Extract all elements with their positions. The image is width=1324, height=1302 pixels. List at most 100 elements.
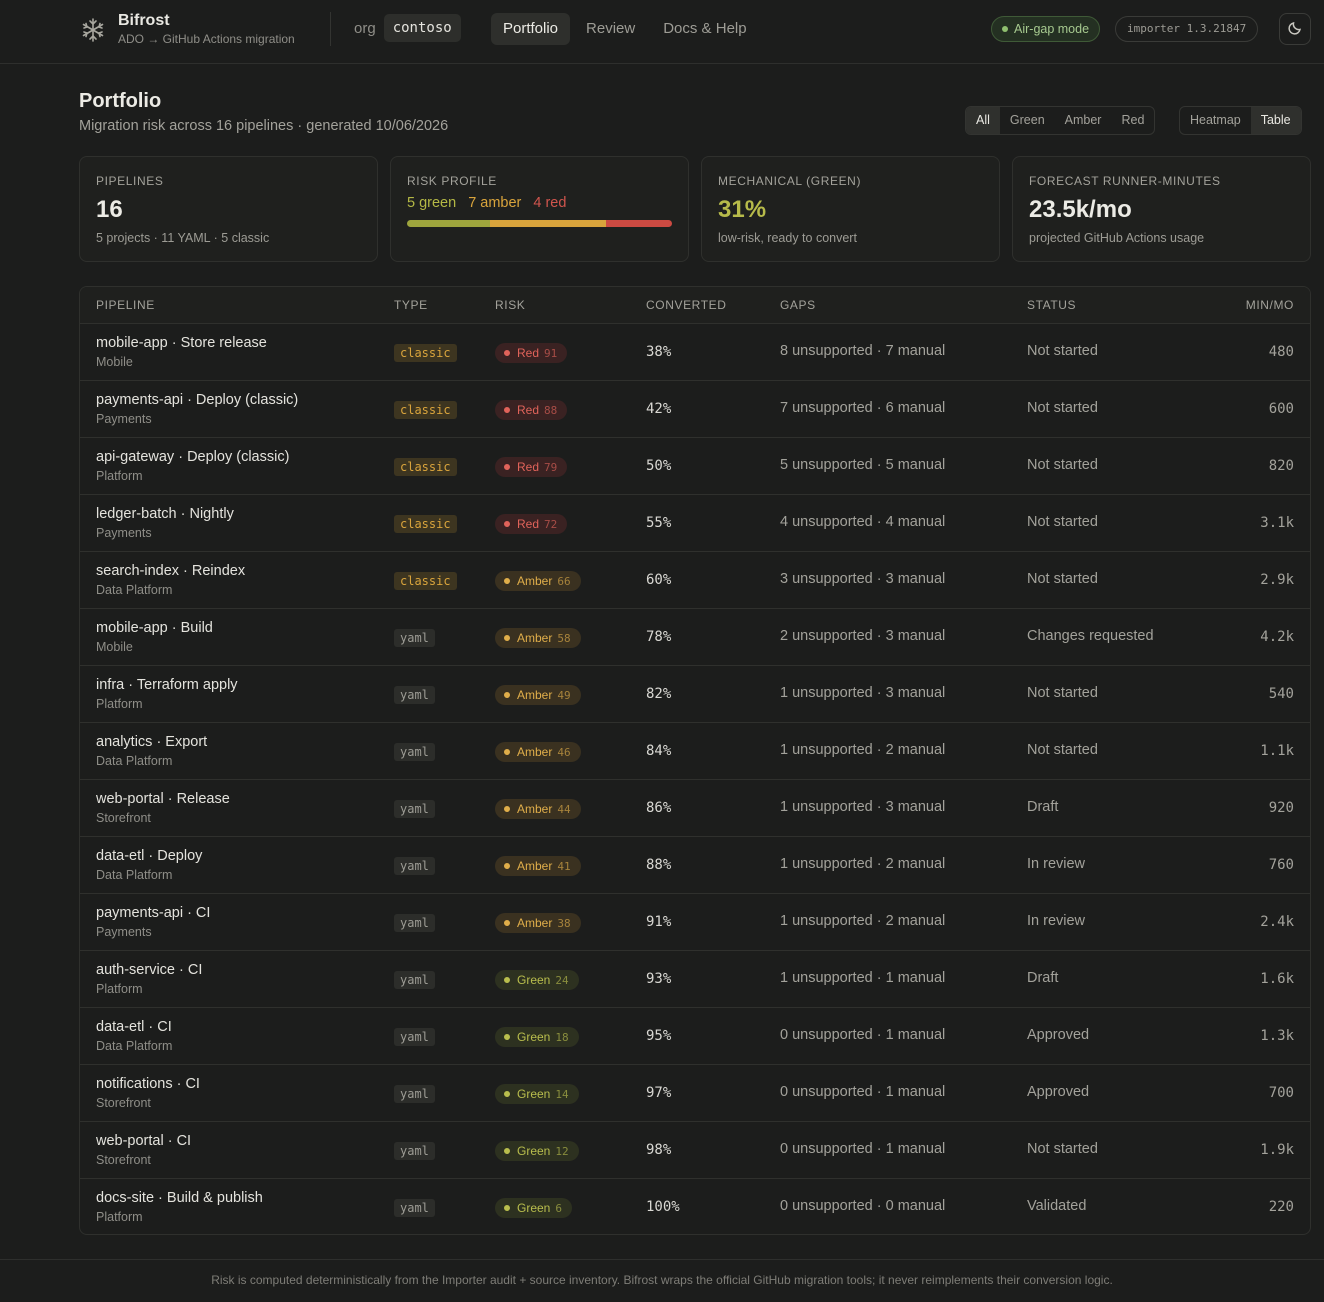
table-row[interactable]: search-index · Reindex Data Platform class… bbox=[80, 551, 1310, 608]
risk-score: 14 bbox=[555, 1088, 569, 1101]
table-row[interactable]: mobile-app · Store release Mobile classic R… bbox=[80, 323, 1310, 380]
risk-dot-icon bbox=[504, 1148, 510, 1154]
tab-review[interactable]: Review bbox=[586, 20, 636, 37]
table-row[interactable]: payments-api · CI Payments yaml Amber 38 91% 1… bbox=[80, 893, 1310, 950]
converted-value: 78% bbox=[646, 629, 672, 645]
table-row[interactable]: notifications · CI Storefront yaml Green 14 9… bbox=[80, 1064, 1310, 1121]
type-badge: yaml bbox=[394, 1199, 435, 1217]
footer-text: Risk is computed deterministically from … bbox=[211, 1273, 1113, 1287]
minmo-value: 1.9k bbox=[1260, 1142, 1294, 1158]
filter-green[interactable]: Green bbox=[1009, 113, 1045, 127]
card-value: 16 bbox=[96, 196, 123, 223]
brand[interactable]: Bifrost ADO → GitHub Actions migration bbox=[80, 12, 295, 46]
risk-counts: 5 green 7 amber 4 red bbox=[407, 195, 672, 211]
pipeline-project: Platform bbox=[96, 982, 143, 996]
risk-score: 58 bbox=[557, 632, 571, 645]
risk-score: 6 bbox=[555, 1202, 562, 1215]
pipeline-name[interactable]: auth-service · CI bbox=[96, 962, 203, 978]
pipeline-name[interactable]: data-etl · Deploy bbox=[96, 848, 203, 864]
view-heatmap[interactable]: Heatmap bbox=[1190, 113, 1241, 127]
risk-bar-amber bbox=[489, 220, 606, 227]
status-value: In review bbox=[1027, 856, 1086, 872]
status-value: Draft bbox=[1027, 970, 1059, 986]
risk-dot-icon bbox=[504, 806, 510, 812]
risk-label: Red bbox=[517, 460, 540, 474]
green-count: 5 green bbox=[407, 195, 457, 211]
status-value: Not started bbox=[1027, 400, 1098, 416]
minmo-value: 700 bbox=[1268, 1085, 1294, 1101]
pipeline-name[interactable]: data-etl · CI bbox=[96, 1019, 172, 1035]
pipeline-name[interactable]: api-gateway · Deploy (classic) bbox=[96, 449, 290, 465]
air-gap-badge[interactable]: Air-gap mode bbox=[991, 16, 1101, 42]
table-row[interactable]: data-etl · Deploy Data Platform yaml Amber 4… bbox=[80, 836, 1310, 893]
risk-dot-icon bbox=[504, 578, 510, 584]
pipeline-name[interactable]: analytics · Export bbox=[96, 734, 208, 750]
header-status[interactable]: Status bbox=[1027, 298, 1077, 312]
minmo-value: 600 bbox=[1268, 401, 1294, 417]
table-row[interactable]: payments-api · Deploy (classic) Payments c… bbox=[80, 380, 1310, 437]
pipeline-name[interactable]: infra · Terraform apply bbox=[96, 677, 238, 693]
table-row[interactable]: web-portal · CI Storefront yaml Green 12 98% 0… bbox=[80, 1121, 1310, 1178]
header-type[interactable]: Type bbox=[394, 298, 428, 312]
pipeline-name[interactable]: web-portal · Release bbox=[96, 791, 230, 807]
risk-dot-icon bbox=[504, 977, 510, 983]
risk-bar bbox=[407, 220, 672, 227]
pipeline-name[interactable]: payments-api · CI bbox=[96, 905, 211, 921]
theme-toggle-button[interactable] bbox=[1279, 13, 1311, 45]
filter-all[interactable]: All bbox=[966, 107, 1000, 134]
header-gaps[interactable]: Gaps bbox=[780, 298, 816, 312]
pipeline-name[interactable]: ledger-batch · Nightly bbox=[96, 506, 234, 522]
table-row[interactable]: web-portal · Release Storefront yaml Amber 4… bbox=[80, 779, 1310, 836]
tab-portfolio[interactable]: Portfolio bbox=[491, 13, 571, 45]
pipeline-name[interactable]: mobile-app · Store release bbox=[96, 335, 267, 351]
pipeline-name[interactable]: web-portal · CI bbox=[96, 1133, 192, 1149]
pipeline-name[interactable]: mobile-app · Build bbox=[96, 620, 213, 636]
table-row[interactable]: infra · Terraform apply Platform yaml Amber… bbox=[80, 665, 1310, 722]
header-converted[interactable]: Converted bbox=[646, 298, 727, 312]
filter-red[interactable]: Red bbox=[1121, 113, 1145, 127]
amber-count: 7 amber bbox=[468, 195, 522, 211]
table-row[interactable]: docs-site · Build & publish Platform yaml G… bbox=[80, 1178, 1310, 1234]
table-row[interactable]: api-gateway · Deploy (classic) Platform cl… bbox=[80, 437, 1310, 494]
status-value: Not started bbox=[1027, 742, 1098, 758]
pipeline-name[interactable]: search-index · Reindex bbox=[96, 563, 246, 579]
table-row[interactable]: auth-service · CI Platform yaml Green 24 93% 1… bbox=[80, 950, 1310, 1007]
type-badge: yaml bbox=[394, 1085, 435, 1103]
filter-amber[interactable]: Amber bbox=[1064, 113, 1102, 127]
type-badge: yaml bbox=[394, 971, 435, 989]
forecast-card: Forecast runner-minutes 23.5k/mo project… bbox=[1012, 156, 1311, 262]
view-table[interactable]: Table bbox=[1250, 107, 1301, 134]
type-badge: yaml bbox=[394, 857, 435, 875]
type-badge: yaml bbox=[394, 914, 435, 932]
table-row[interactable]: mobile-app · Build Mobile yaml Amber 58 78% 2 … bbox=[80, 608, 1310, 665]
page-title: Portfolio bbox=[79, 90, 162, 112]
header-pipeline[interactable]: Pipeline bbox=[96, 298, 155, 312]
minmo-value: 820 bbox=[1268, 458, 1294, 474]
risk-dot-icon bbox=[504, 350, 510, 356]
minmo-value: 1.3k bbox=[1260, 1028, 1294, 1044]
type-badge: classic bbox=[394, 401, 457, 419]
header-minmo[interactable]: Min/Mo bbox=[1245, 298, 1294, 312]
table-row[interactable]: data-etl · CI Data Platform yaml Green 18 95%… bbox=[80, 1007, 1310, 1064]
card-label: Risk profile bbox=[407, 174, 497, 188]
type-badge: yaml bbox=[394, 743, 435, 761]
minmo-value: 1.6k bbox=[1260, 971, 1294, 987]
pipeline-name[interactable]: docs-site · Build & publish bbox=[96, 1190, 263, 1206]
tab-docs-help[interactable]: Docs & Help bbox=[663, 20, 747, 37]
card-note: low-risk, ready to convert bbox=[718, 231, 857, 245]
risk-dot-icon bbox=[504, 407, 510, 413]
status-value: Not started bbox=[1027, 514, 1098, 530]
table-row[interactable]: ledger-batch · Nightly Payments classic Red… bbox=[80, 494, 1310, 551]
header-risk[interactable]: Risk bbox=[495, 298, 526, 312]
table-row[interactable]: analytics · Export Data Platform yaml Amber… bbox=[80, 722, 1310, 779]
converted-value: 84% bbox=[646, 743, 672, 759]
status-value: Approved bbox=[1027, 1084, 1090, 1100]
risk-bar-green bbox=[407, 220, 490, 227]
card-label: Pipelines bbox=[96, 174, 164, 188]
pipeline-name[interactable]: payments-api · Deploy (classic) bbox=[96, 392, 299, 408]
pipeline-name[interactable]: notifications · CI bbox=[96, 1076, 200, 1092]
risk-score: 49 bbox=[557, 689, 571, 702]
org-chip[interactable]: contoso bbox=[383, 14, 461, 42]
gaps-value: 0 unsupported · 0 manual bbox=[780, 1198, 946, 1214]
gaps-value: 7 unsupported · 6 manual bbox=[780, 400, 946, 416]
